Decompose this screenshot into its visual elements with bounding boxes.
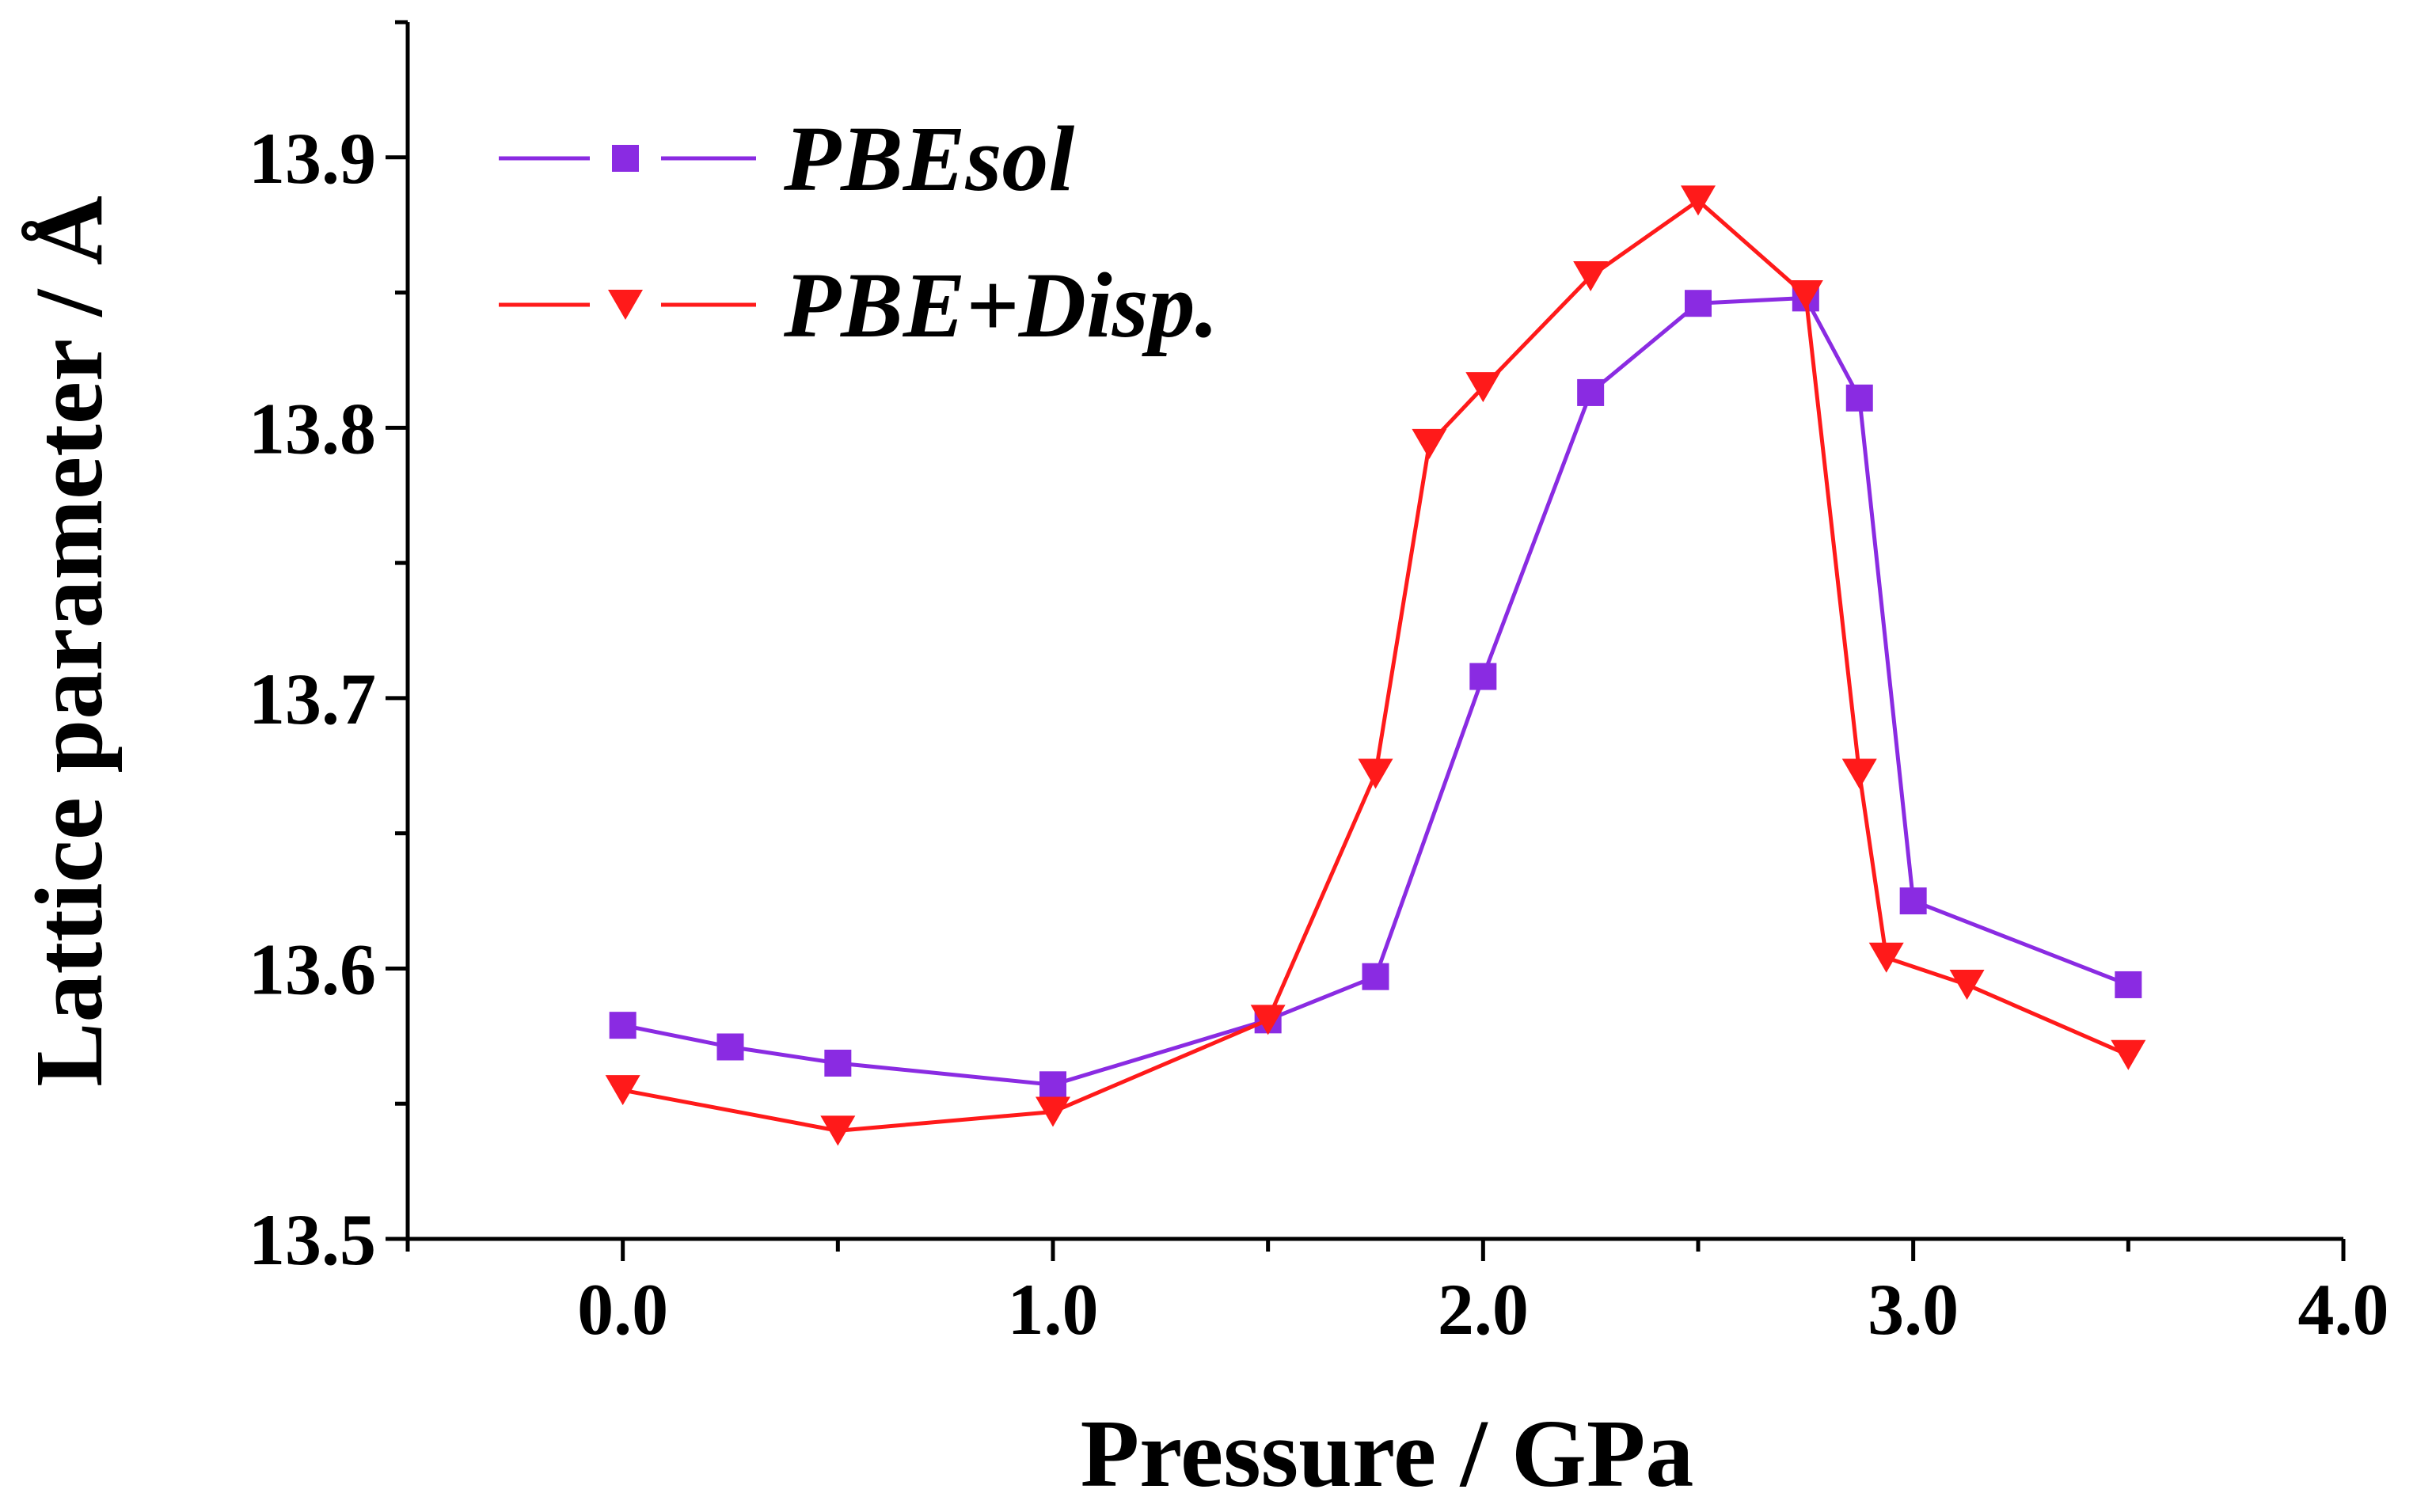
data-point-pbesol bbox=[716, 1033, 744, 1061]
data-point-pbe-disp bbox=[2111, 1039, 2146, 1070]
data-point-pbe-disp bbox=[820, 1115, 856, 1146]
data-point-pbe-disp bbox=[1465, 372, 1501, 403]
data-point-pbesol bbox=[609, 1012, 637, 1039]
y-tick-label: 13.7 bbox=[249, 659, 376, 739]
data-point-pbe-disp bbox=[1250, 1005, 1286, 1035]
x-tick-label: 3.0 bbox=[1868, 1269, 1959, 1350]
data-point-pbesol bbox=[1039, 1071, 1066, 1099]
legend-marker-pbesol bbox=[612, 145, 639, 172]
y-axis-title: Lattice parameter / Å bbox=[16, 196, 123, 1087]
series-layer bbox=[605, 185, 2146, 1146]
y-tick-label: 13.8 bbox=[249, 388, 376, 469]
data-point-pbesol bbox=[1845, 384, 1873, 412]
axes: 0.0 1.0 2.0 3.0 4.0 13.5 13.6 13.7 13.8 13.9 bbox=[249, 20, 2389, 1350]
legend: PBEsol PBE+Disp. bbox=[499, 107, 1218, 357]
x-axis-title: Pressure / GPa bbox=[1081, 1400, 1694, 1507]
x-tick-label: 0.0 bbox=[577, 1269, 668, 1350]
data-point-pbe-disp bbox=[1358, 758, 1393, 789]
x-tick-label: 1.0 bbox=[1008, 1269, 1099, 1350]
data-point-pbesol bbox=[1469, 663, 1497, 690]
data-point-pbe-disp bbox=[1841, 758, 1877, 789]
y-tick-label: 13.5 bbox=[249, 1199, 376, 1280]
series-line-pbe-disp bbox=[622, 198, 2130, 1133]
data-point-pbesol bbox=[2115, 971, 2142, 998]
legend-label-pbesol: PBEsol bbox=[783, 107, 1074, 211]
series-pbe-disp bbox=[605, 185, 2146, 1146]
data-point-pbe-disp bbox=[605, 1075, 640, 1106]
series-pbesol bbox=[609, 284, 2142, 1099]
data-point-pbe-disp bbox=[1788, 279, 1823, 310]
data-point-pbesol bbox=[824, 1049, 852, 1077]
data-point-pbesol bbox=[1685, 290, 1712, 317]
data-point-pbe-disp bbox=[1573, 261, 1609, 292]
y-tick-label: 13.6 bbox=[249, 929, 376, 1009]
data-point-pbesol bbox=[1362, 963, 1389, 990]
y-tick-label: 13.9 bbox=[249, 118, 376, 199]
data-point-pbe-disp bbox=[1412, 428, 1447, 459]
data-point-pbe-disp bbox=[1681, 185, 1716, 216]
data-point-pbe-disp bbox=[1949, 969, 1985, 1000]
data-point-pbe-disp bbox=[1036, 1096, 1070, 1127]
x-tick-label: 2.0 bbox=[1438, 1269, 1529, 1350]
data-point-pbesol bbox=[1899, 887, 1927, 915]
data-point-pbe-disp bbox=[1868, 942, 1904, 973]
legend-marker-pbe-disp bbox=[608, 290, 643, 320]
x-tick-label: 4.0 bbox=[2298, 1269, 2389, 1350]
legend-label-pbe-disp: PBE+Disp. bbox=[783, 253, 1218, 357]
data-point-pbesol bbox=[1577, 378, 1605, 406]
